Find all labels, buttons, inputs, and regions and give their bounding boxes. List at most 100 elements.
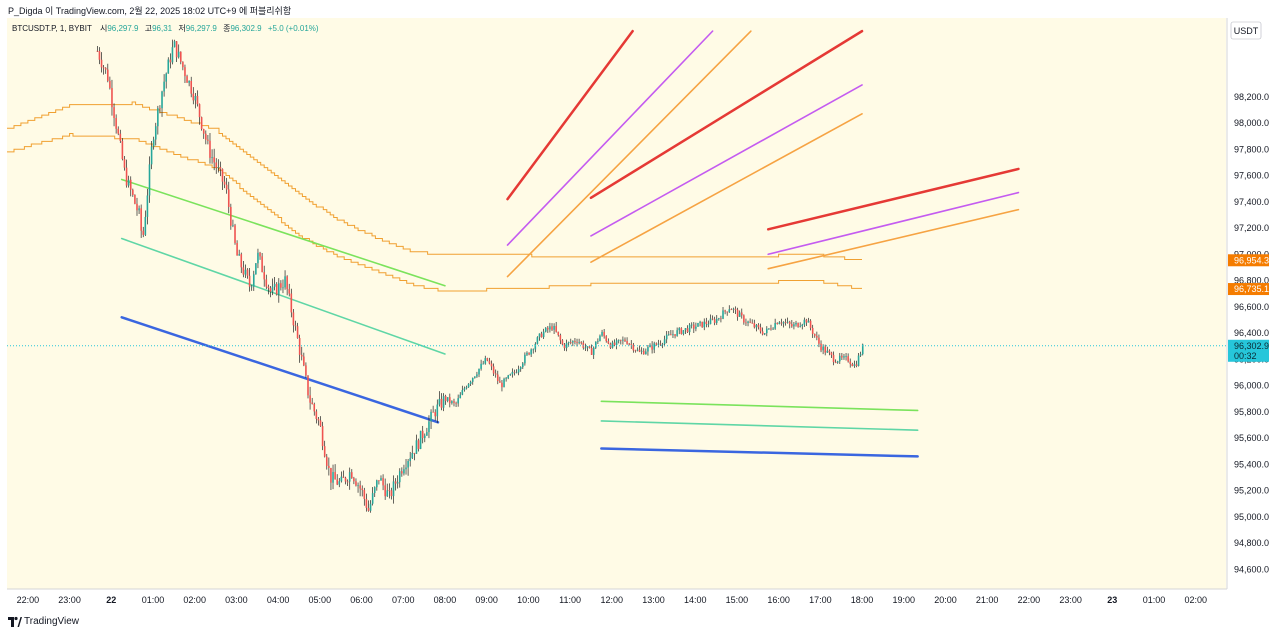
candle-body [321,426,324,447]
candle-body [373,487,376,494]
candle-body [173,41,176,48]
purple-trendline[interactable] [506,30,714,246]
candle-body [434,412,437,417]
candle-body [534,343,537,350]
candle-body [540,333,543,338]
candle-body [246,269,249,276]
time-tick-label: 10:00 [517,595,540,605]
candle-body [607,341,610,344]
candle-body [793,324,795,327]
green-trendline[interactable] [600,400,919,412]
publish-header: P_Digda 이 TradingView.com, 2월 22, 2025 1… [0,0,1280,18]
candle-body [371,493,374,504]
time-tick-label: 21:00 [976,595,999,605]
candle-body [740,312,743,316]
candle-body [179,51,182,62]
candle-body [421,430,424,439]
price-tick-label: 96,000.0 [1234,381,1269,391]
candle-body [749,321,751,323]
candle-body [511,371,514,375]
blue-trendline[interactable] [600,447,919,458]
candle-body [378,480,380,482]
candle-body [830,352,833,355]
candle-body [236,242,238,256]
candle-body [330,467,332,483]
purple-trendline[interactable] [590,84,863,237]
candle-body [590,347,593,355]
candle-body [444,396,447,401]
candle-body [457,398,459,404]
price-chart[interactable]: BTCUSDT.P, 1, BYBIT 시96,297.9 고96,31 저96… [0,0,1280,612]
legend-close-label: 종 [223,24,230,33]
candle-body [634,350,637,352]
candle-body [684,328,687,331]
currency-box[interactable] [1230,21,1262,40]
candle-body [786,321,789,323]
legend-open: 96,297.9 [107,24,139,33]
candle-body [323,446,326,457]
teal-trendline[interactable] [600,420,919,431]
candle-body [106,69,109,81]
candle-body [451,401,453,404]
candle-body [559,335,562,341]
candle-body [413,452,416,454]
price-tick-label: 97,800.0 [1234,144,1269,154]
time-tick-label: 23 [1107,595,1117,605]
candle-body [649,345,651,348]
candle-body [768,328,770,330]
legend-change: +5.0 (+0.01%) [268,24,319,33]
time-tick-label: 08:00 [434,595,457,605]
orange-trendline[interactable] [506,30,752,278]
candle-body [177,51,180,58]
lower_band_tag-box [1228,283,1269,296]
candle-body [353,478,355,482]
candle-body [720,318,722,320]
candle-body [363,490,366,499]
candle-body [223,181,226,185]
candle-body [663,339,666,344]
time-axis[interactable]: 22:00 23:00 22 01:00 02:00 03:00 04:00 05:00 06:… [0,588,1280,612]
time-tick-label: 22 [106,595,116,605]
orange-trendline[interactable] [767,208,1020,270]
candle-body [175,41,178,58]
candle-body [286,276,288,290]
trendlines[interactable] [120,29,1020,458]
green-trendline[interactable] [120,178,446,287]
candle-body [365,498,368,508]
candle-body [288,289,291,294]
candle-body [342,476,345,478]
candle-body [465,387,468,389]
candle-body [205,133,207,140]
candle-body [490,363,493,367]
time-tick-label: 22:00 [17,595,40,605]
time-tick-label: 04:00 [267,595,290,605]
candle-body [250,286,253,288]
candle-body [755,324,758,328]
candle-body [138,208,140,211]
price-axis[interactable]: USDT 94,600.0 94,800.0 95,000.0 95,200.0 95,… [1226,18,1280,589]
candle-body [154,126,157,140]
purple-trendline[interactable] [767,191,1020,256]
candle-body [557,331,560,336]
candle-body [292,312,295,326]
red-trendline[interactable] [589,29,864,200]
red-trendline[interactable] [766,167,1020,231]
candle-body [676,330,678,336]
price-tick-label: 97,200.0 [1234,223,1269,233]
teal-trendline[interactable] [120,237,446,355]
candle-body [184,67,186,77]
candle-body [628,343,630,345]
orange-trendline[interactable] [590,113,863,263]
candle-body [376,480,378,488]
candle-body [467,383,470,388]
candle-body [150,146,153,165]
candle-body [836,361,839,363]
upper_band_tag-box [1228,254,1269,267]
candle-body [134,194,136,204]
price-tick-label: 95,400.0 [1234,459,1269,469]
candle-body [617,339,620,341]
candle-body [423,435,426,439]
red-trendline[interactable] [506,29,634,201]
candle-body [680,328,683,334]
blue-trendline[interactable] [120,316,440,424]
